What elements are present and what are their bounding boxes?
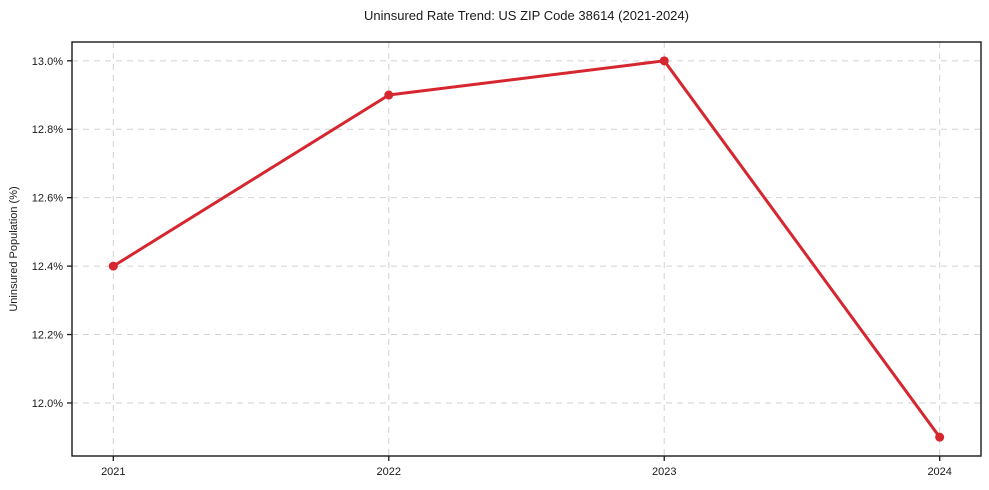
y-tick-label: 12.0%: [32, 398, 63, 410]
plot-border: [71, 41, 982, 457]
y-tick-label: 12.8%: [32, 124, 63, 136]
x-tick-label: 2024: [927, 466, 951, 478]
x-tick-label: 2022: [377, 466, 401, 478]
chart-title: Uninsured Rate Trend: US ZIP Code 38614 …: [364, 8, 689, 23]
data-point: [384, 90, 394, 100]
y-tick-label: 12.6%: [32, 193, 63, 205]
data-point: [108, 261, 118, 271]
data-point: [659, 56, 669, 66]
trend-line: [111, 59, 942, 439]
x-tick-label: 2021: [101, 466, 125, 478]
y-tick-label: 12.2%: [32, 330, 63, 342]
y-tick-label: 13.0%: [32, 56, 63, 68]
x-tick-label: 2023: [652, 466, 676, 478]
data-point: [935, 432, 945, 442]
y-tick-label: 12.4%: [32, 261, 63, 273]
